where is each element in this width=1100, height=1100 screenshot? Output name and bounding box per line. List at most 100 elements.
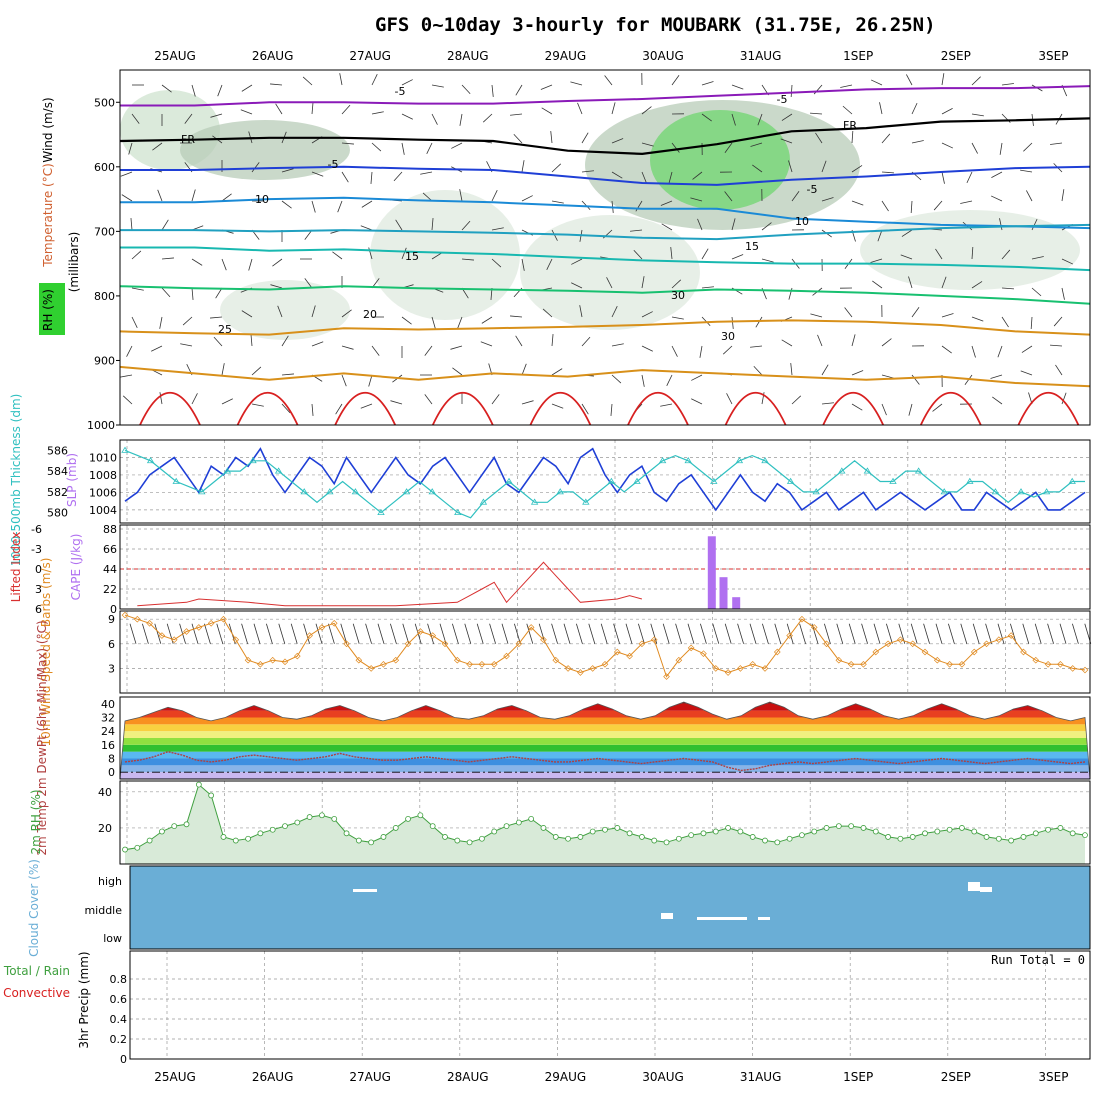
wind-barb bbox=[724, 623, 732, 644]
rh-point bbox=[195, 781, 202, 788]
wind-speed-point bbox=[392, 656, 400, 664]
wind-barb bbox=[142, 623, 149, 644]
wind-barb bbox=[341, 374, 347, 387]
precip-panel: 0.8 0.6 0.4 0.2 0 Run Total = 0 bbox=[110, 950, 1091, 1066]
wind-speed-point bbox=[970, 648, 978, 656]
wind-barb bbox=[128, 142, 133, 155]
wind-barb bbox=[571, 282, 583, 289]
bottom-date-label: 1SEP bbox=[843, 1070, 873, 1084]
temp-color-band bbox=[120, 702, 1090, 704]
rh-area bbox=[125, 784, 1085, 864]
wind-barb bbox=[570, 81, 583, 86]
wind-barb bbox=[459, 113, 463, 126]
thickness-point bbox=[121, 446, 129, 453]
panel-frame bbox=[129, 950, 1091, 1060]
wind-barb bbox=[790, 363, 793, 376]
wind-barb bbox=[999, 218, 1003, 231]
wind-barb bbox=[666, 374, 673, 386]
wind-barb bbox=[482, 113, 493, 123]
wind-barb bbox=[815, 132, 823, 144]
wind-speed-point bbox=[1069, 665, 1077, 672]
cloud-fill bbox=[130, 866, 1090, 949]
panel-frame bbox=[119, 524, 1091, 610]
wind-tick-label: 9 bbox=[108, 613, 115, 626]
cape-bar bbox=[719, 577, 728, 609]
wind-barb bbox=[540, 84, 553, 90]
rh-point bbox=[577, 834, 584, 840]
rh2m-panel: 40 20 bbox=[98, 780, 1091, 865]
rh-point bbox=[565, 835, 571, 842]
wind-barb bbox=[426, 142, 433, 154]
wind-speed-point bbox=[527, 624, 535, 631]
cape-tick-label: 0 bbox=[110, 603, 117, 616]
rh-point bbox=[1045, 826, 1051, 833]
slp-tick-label: 1004 bbox=[89, 504, 117, 517]
wind-speed-point bbox=[773, 648, 781, 656]
lifted-index-axis-title: Lifted Index bbox=[9, 532, 23, 603]
cloud-panel: high middle low bbox=[84, 865, 1091, 950]
isotherm-line bbox=[119, 117, 1091, 156]
wind-barb bbox=[401, 247, 407, 260]
rh-shading-region bbox=[650, 110, 790, 210]
wind-barb bbox=[670, 247, 673, 260]
precip-legend-convective: Convective bbox=[3, 986, 70, 1000]
wind-barb bbox=[731, 218, 736, 231]
wind-barb bbox=[191, 189, 196, 202]
wind-speed-point bbox=[466, 660, 473, 668]
isotherm-label: 30 bbox=[671, 289, 685, 302]
rh-point bbox=[897, 835, 904, 842]
wind-barb bbox=[551, 200, 564, 204]
wind-speed-point bbox=[983, 640, 990, 648]
wind-barb bbox=[161, 257, 174, 260]
wind-barb bbox=[370, 171, 373, 184]
wind-barb bbox=[210, 113, 223, 118]
rh-point bbox=[1008, 837, 1015, 844]
wind-barb bbox=[1031, 218, 1038, 231]
wind-barb bbox=[851, 131, 854, 144]
temp-color-band bbox=[120, 703, 1090, 711]
isotherm-line bbox=[120, 246, 1091, 272]
rh-point bbox=[319, 812, 325, 819]
wind-barb bbox=[726, 393, 733, 405]
wind-barb bbox=[1001, 83, 1014, 86]
wind-barb bbox=[1026, 190, 1033, 202]
wind-barb bbox=[340, 623, 348, 644]
wind-barb bbox=[873, 623, 881, 644]
rh-point bbox=[134, 844, 141, 851]
wind-barb bbox=[521, 160, 525, 173]
isotherm-line bbox=[120, 196, 1091, 230]
wind-speed-point bbox=[761, 665, 769, 672]
wind-barb bbox=[960, 200, 973, 204]
wind-barb bbox=[120, 374, 133, 378]
wind-barb bbox=[515, 335, 523, 347]
thickness-tick-label: 586 bbox=[47, 444, 68, 457]
slp-tick-label: 1010 bbox=[89, 451, 117, 464]
temp-tick-label: 40 bbox=[101, 698, 115, 711]
wind-speed-point bbox=[897, 636, 904, 644]
cape-bar bbox=[707, 536, 716, 609]
temp-color-band bbox=[120, 744, 1090, 752]
rh-point bbox=[1032, 830, 1039, 837]
wind-barb bbox=[514, 623, 521, 644]
rh-point bbox=[528, 815, 535, 822]
wind-speed-point bbox=[847, 660, 855, 668]
wind-speed-point bbox=[810, 624, 818, 631]
wind-barb bbox=[690, 197, 703, 202]
wind-speed-point bbox=[737, 665, 744, 672]
temp-color-band bbox=[120, 717, 1090, 725]
wind-barb bbox=[851, 403, 863, 411]
rh-point bbox=[454, 837, 461, 844]
wind-barb bbox=[911, 140, 924, 144]
wind-barb bbox=[941, 108, 953, 115]
thickness-point bbox=[812, 488, 820, 495]
thickness-point bbox=[735, 456, 744, 464]
wind-barb bbox=[360, 403, 373, 409]
top-date-label: 30AUG bbox=[642, 49, 684, 63]
thickness-line bbox=[124, 449, 1085, 519]
wind-barb bbox=[848, 623, 856, 644]
wind-barb bbox=[215, 287, 223, 299]
wind-speed-point bbox=[232, 636, 240, 644]
rh2m-axis-title: 2m RH (%) bbox=[29, 789, 43, 854]
wind-speed-point bbox=[650, 636, 658, 644]
cape-tick-label: 22 bbox=[103, 583, 117, 596]
